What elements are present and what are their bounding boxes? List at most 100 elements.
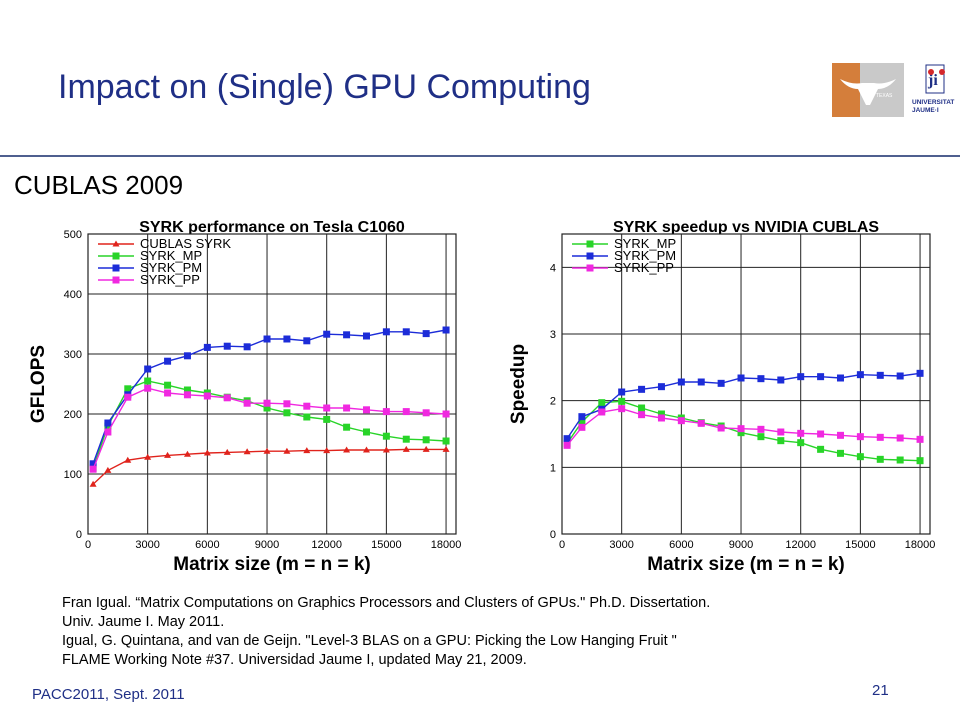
data-point [817, 373, 825, 381]
series-syrk-pp [89, 384, 450, 473]
data-point [618, 397, 626, 405]
data-point [422, 330, 430, 338]
reference-line: Univ. Jaume I. May 2011. [62, 614, 225, 630]
series-cublas-syrk [89, 445, 450, 487]
data-point [677, 378, 685, 386]
x-axis-label: Matrix size (m = n = k) [173, 554, 370, 575]
data-point [164, 381, 172, 389]
x-tick-labels: 0 3000 6000 9000 12000 15000 18000 [85, 539, 461, 551]
data-point [203, 392, 211, 400]
x-tick-label: 3000 [135, 539, 159, 551]
data-point [144, 365, 152, 373]
reference-line: Fran Igual. “Matrix Computations on Grap… [62, 595, 711, 611]
data-point [876, 371, 884, 379]
data-point [422, 409, 430, 417]
legend-label: CUBLAS SYRK [140, 236, 231, 251]
data-point [144, 453, 152, 460]
data-point [303, 447, 311, 454]
x-tick-label: 0 [559, 539, 565, 551]
data-point [757, 375, 765, 383]
legend-label: SYRK_PP [614, 260, 674, 275]
logos: TEXAS ji UNIVERSITAT JAUME·I [832, 63, 960, 121]
x-tick-label: 3000 [609, 539, 633, 551]
data-point [283, 335, 291, 343]
x-tick-label: 0 [85, 539, 91, 551]
data-point [578, 423, 586, 431]
x-tick-label: 9000 [255, 539, 279, 551]
footer-event: PACC2011, Sept. 2011 [32, 686, 185, 703]
data-point [797, 373, 805, 381]
data-point [164, 389, 172, 397]
y-axis-label: GFLOPS [28, 345, 49, 423]
data-point [283, 409, 291, 417]
data-point [263, 335, 271, 343]
y-tick-label: 400 [64, 289, 82, 301]
data-point [856, 453, 864, 461]
x-axis-label: Matrix size (m = n = k) [647, 554, 844, 575]
data-point [243, 448, 251, 455]
svg-text:ji: ji [927, 72, 938, 89]
data-point [402, 435, 410, 443]
data-point [183, 386, 191, 394]
legend-marker [586, 252, 594, 260]
data-point [243, 343, 251, 351]
syrk-speedup-chart: SYRK speedup vs NVIDIA CUBLAS 0 3000 6000 90… [508, 219, 935, 575]
slide-subtitle: CUBLAS 2009 [14, 170, 184, 200]
data-point [618, 405, 626, 413]
data-point [737, 425, 745, 433]
data-point [442, 410, 450, 418]
data-point [563, 441, 571, 449]
data-point [343, 404, 351, 412]
data-point [223, 342, 231, 350]
data-point [578, 418, 586, 426]
data-point [836, 449, 844, 457]
legend-marker [112, 240, 120, 247]
data-point [797, 439, 805, 447]
data-point [343, 446, 351, 453]
data-point [896, 456, 904, 464]
data-point [442, 437, 450, 445]
legend-marker [112, 252, 120, 260]
data-point [144, 377, 152, 385]
data-point [323, 447, 331, 454]
data-point [303, 413, 311, 421]
legend-label: SYRK_PP [140, 272, 200, 287]
uji-logo-text: UNIVERSITAT JAUME·I [912, 99, 954, 115]
data-point [343, 331, 351, 339]
y-tick-label: 4 [550, 262, 556, 274]
data-point [777, 376, 785, 384]
data-point [896, 434, 904, 442]
legend-marker [586, 240, 594, 248]
data-point [638, 385, 646, 393]
x-tick-label: 18000 [905, 539, 936, 551]
y-tick-label: 1 [550, 462, 556, 474]
data-point [916, 369, 924, 377]
data-point [203, 449, 211, 456]
data-point [323, 404, 331, 412]
chart-title: SYRK speedup vs NVIDIA CUBLAS [613, 219, 879, 236]
data-point [104, 428, 112, 436]
data-point [737, 374, 745, 382]
reference-line: Igual, G. Quintana, and van de Geijn. "L… [62, 633, 677, 649]
data-point [382, 432, 390, 440]
plot-frame [87, 233, 457, 535]
data-point [697, 378, 705, 386]
data-point [757, 425, 765, 433]
data-point [343, 423, 351, 431]
x-tick-label: 18000 [431, 539, 462, 551]
data-point [362, 406, 370, 414]
x-tick-labels: 0 3000 6000 9000 12000 15000 18000 [559, 539, 935, 551]
data-point [183, 391, 191, 399]
y-tick-label: 200 [64, 409, 82, 421]
legend-label: SYRK_PM [140, 260, 202, 275]
data-point [303, 337, 311, 345]
title-divider [0, 155, 960, 157]
data-point [183, 352, 191, 360]
data-point [916, 457, 924, 465]
data-point [578, 413, 586, 421]
uji-logo-line: UNIVERSITAT [912, 99, 955, 106]
data-point [777, 437, 785, 445]
y-tick-label: 100 [64, 469, 82, 481]
